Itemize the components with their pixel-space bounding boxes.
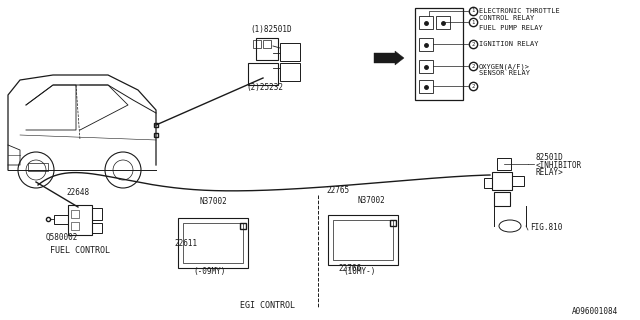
Bar	[256, 38, 278, 60]
Text: (-09MY): (-09MY)	[193, 267, 225, 276]
Bar	[248, 63, 278, 85]
Text: (10MY-): (10MY-)	[343, 267, 376, 276]
Text: 2: 2	[472, 84, 475, 89]
Bar	[484, 178, 492, 188]
Bar	[419, 60, 433, 73]
Bar	[68, 205, 92, 235]
Text: 22611: 22611	[174, 239, 197, 248]
Bar	[28, 163, 48, 171]
Text: FUEL CONTROL: FUEL CONTROL	[50, 246, 110, 255]
Text: <INHIBITOR: <INHIBITOR	[536, 161, 582, 170]
Text: (1)82501D: (1)82501D	[250, 25, 292, 34]
Bar	[178, 218, 248, 268]
Text: RELAY>: RELAY>	[536, 168, 564, 177]
Text: 22766: 22766	[338, 264, 361, 273]
Bar	[183, 223, 243, 263]
Text: EGI CONTROL: EGI CONTROL	[241, 301, 296, 310]
Text: 82501D: 82501D	[536, 153, 564, 162]
Text: (2)25232: (2)25232	[246, 83, 283, 92]
Text: 2: 2	[472, 42, 475, 46]
Text: N37002: N37002	[358, 196, 386, 205]
Bar	[92, 223, 102, 233]
Bar	[436, 16, 450, 29]
Text: IGNITION RELAY: IGNITION RELAY	[479, 41, 538, 47]
Bar	[263, 40, 271, 48]
Text: Q580002: Q580002	[46, 233, 78, 242]
Text: 22765: 22765	[326, 186, 349, 195]
Bar	[497, 158, 511, 170]
Text: 1: 1	[472, 20, 475, 25]
Bar	[280, 43, 300, 61]
Bar	[415, 8, 463, 100]
Bar	[71, 222, 79, 230]
Text: 22648: 22648	[66, 188, 89, 197]
Bar	[92, 208, 102, 220]
Bar	[419, 16, 433, 29]
Bar	[54, 215, 68, 224]
Bar	[419, 38, 433, 51]
FancyArrow shape	[374, 51, 404, 65]
Bar	[328, 215, 398, 265]
Bar	[492, 172, 512, 190]
Text: OXYGEN(A/F)>: OXYGEN(A/F)>	[479, 63, 530, 69]
Bar	[71, 210, 79, 218]
Text: 1: 1	[472, 9, 475, 13]
Bar	[512, 176, 524, 186]
Bar	[419, 80, 433, 93]
Bar	[280, 63, 300, 81]
Text: FUEL PUMP RELAY: FUEL PUMP RELAY	[479, 25, 543, 31]
Text: A096001084: A096001084	[572, 307, 618, 316]
Text: N37002: N37002	[199, 197, 227, 206]
Bar	[333, 220, 393, 260]
Text: FIG.810: FIG.810	[530, 223, 563, 232]
Text: 2: 2	[472, 63, 475, 68]
Bar	[494, 192, 510, 206]
Text: CONTROL RELAY: CONTROL RELAY	[479, 15, 534, 21]
Bar	[253, 40, 261, 48]
Text: SENSOR RELAY: SENSOR RELAY	[479, 70, 530, 76]
Text: ELECTRONIC THROTTLE: ELECTRONIC THROTTLE	[479, 8, 560, 14]
